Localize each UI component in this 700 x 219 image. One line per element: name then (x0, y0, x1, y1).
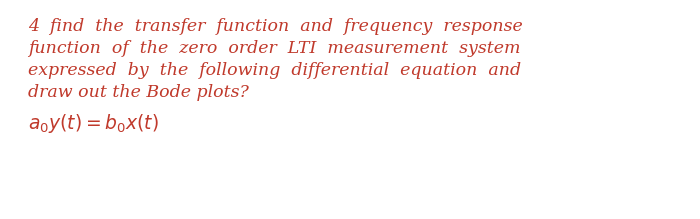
Text: function  of  the  zero  order  LTI  measurement  system: function of the zero order LTI measureme… (28, 40, 521, 57)
Text: draw out the Bode plots?: draw out the Bode plots? (28, 84, 249, 101)
Text: $a_0y(t) = b_0x(t)$: $a_0y(t) = b_0x(t)$ (28, 112, 159, 135)
Text: 4  find  the  transfer  function  and  frequency  response: 4 find the transfer function and frequen… (28, 18, 523, 35)
Text: expressed  by  the  following  differential  equation  and: expressed by the following differential … (28, 62, 521, 79)
